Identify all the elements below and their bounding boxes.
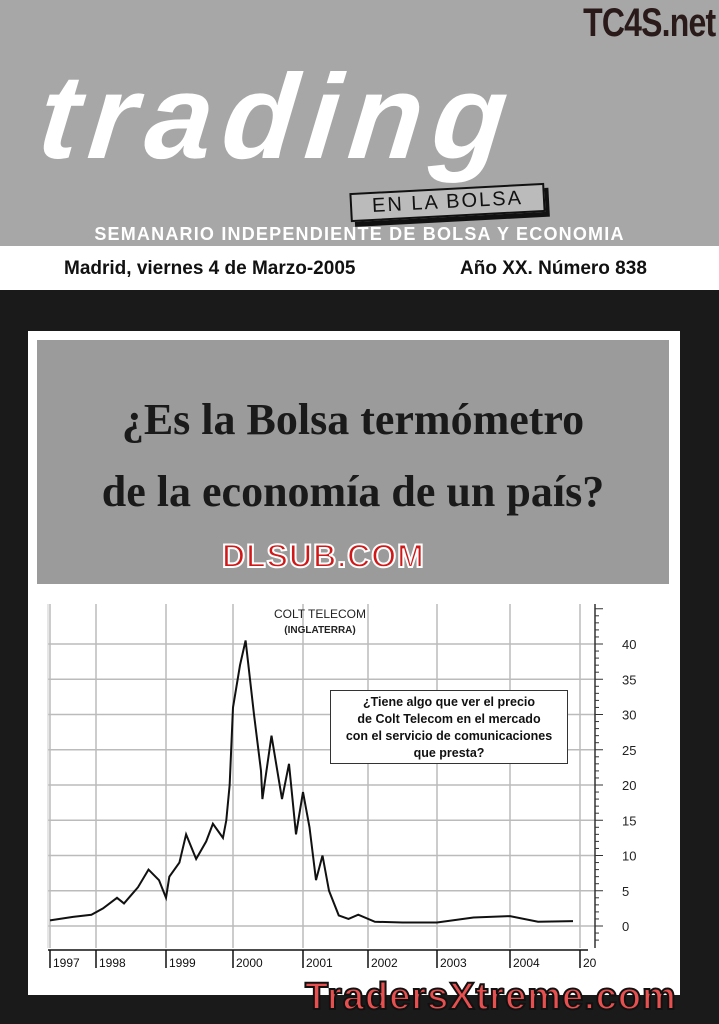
y-tick-label: 0 xyxy=(622,919,629,934)
x-tick-label: 2004 xyxy=(513,956,540,970)
annotation-line: con el servicio de comunicaciones xyxy=(345,729,553,743)
y-tick-label: 5 xyxy=(622,884,629,899)
x-tick-label: 2000 xyxy=(236,956,263,970)
y-tick-label: 25 xyxy=(622,743,636,758)
annotation-line: ¿Tiene algo que ver el precio xyxy=(362,695,536,709)
watermark-bottom: TradersXtreme.com xyxy=(304,975,677,1019)
tagline: SEMANARIO INDEPENDIENTE DE BOLSA Y ECONO… xyxy=(94,224,625,244)
y-tick-label: 10 xyxy=(622,849,636,864)
x-tick-label: 1998 xyxy=(99,956,126,970)
y-tick-label: 20 xyxy=(622,778,636,793)
price-series-line xyxy=(49,640,574,924)
chart-subtitle: (INGLATERRA) xyxy=(284,625,356,636)
x-tick-label: 1999 xyxy=(169,956,196,970)
info-band xyxy=(0,246,719,290)
issue-date: Madrid, viernes 4 de Marzo-2005 xyxy=(64,258,356,279)
y-tick-label: 35 xyxy=(622,672,636,687)
x-tick-label: 2001 xyxy=(306,956,333,970)
chart-annotation: ¿Tiene algo que ver el precio de Colt Te… xyxy=(330,690,568,764)
y-tick-label: 15 xyxy=(622,813,636,828)
annotation-line: de Colt Telecom en el mercado xyxy=(357,712,541,726)
annotation-line: que presta? xyxy=(413,746,485,760)
x-tick-label: 1997 xyxy=(53,956,80,970)
chart-title: COLT TELECOM xyxy=(273,607,367,621)
headline-line2: de la economía de un país? xyxy=(101,467,605,516)
issue-number: Año XX. Número 838 xyxy=(460,258,647,279)
headline-line1: ¿Es la Bolsa termómetro xyxy=(121,395,585,444)
x-tick-label: 20 xyxy=(583,956,597,970)
y-tick-label: 40 xyxy=(622,637,636,652)
x-tick-label: 2003 xyxy=(440,956,467,970)
watermark-top: TC4S.net xyxy=(582,1,716,45)
x-tick-label: 2002 xyxy=(371,956,398,970)
headline-box: ¿Es la Bolsa termómetro de la economía d… xyxy=(37,340,669,584)
y-tick-label: 30 xyxy=(622,708,636,723)
watermark-middle: DLSUB.COM xyxy=(221,537,425,575)
